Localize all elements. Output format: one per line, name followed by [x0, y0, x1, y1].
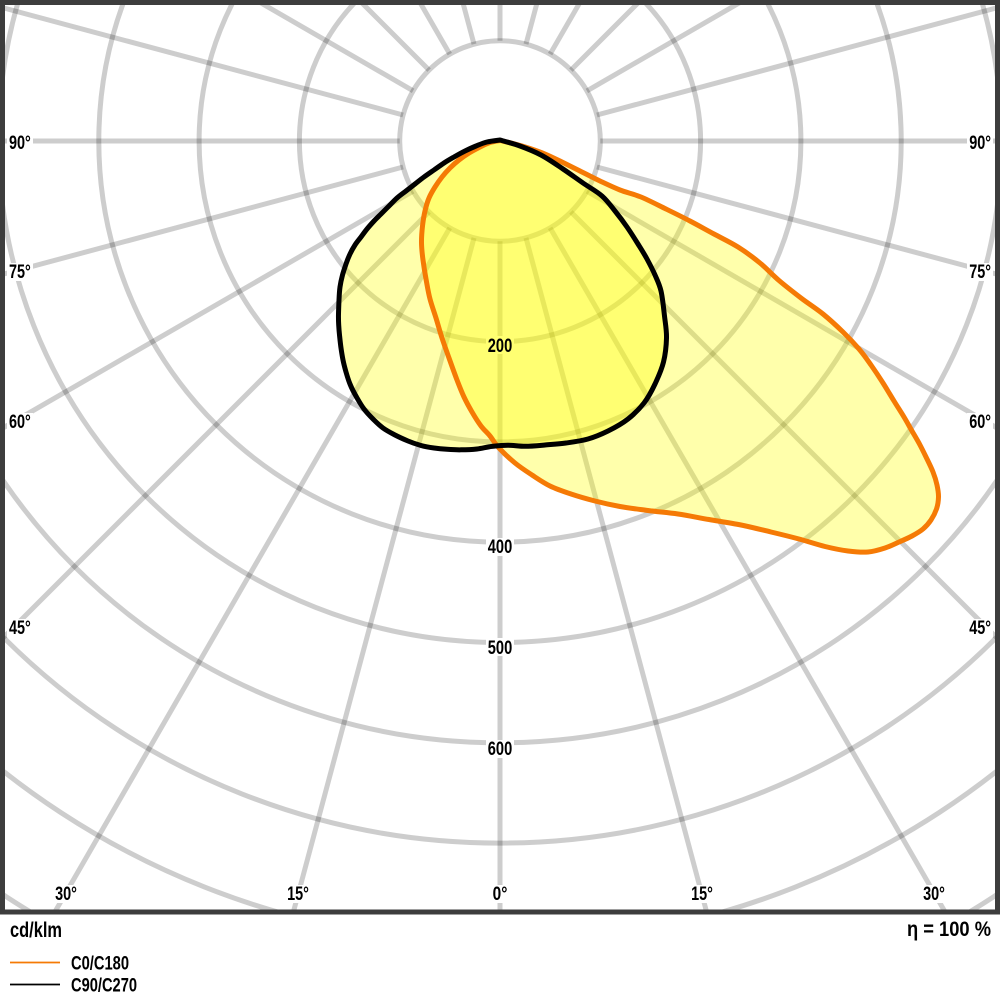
svg-text:200: 200: [488, 336, 512, 357]
svg-text:400: 400: [488, 537, 512, 558]
svg-text:500: 500: [488, 638, 512, 659]
svg-text:45°: 45°: [969, 618, 991, 639]
svg-text:C90/C270: C90/C270: [71, 976, 137, 997]
svg-text:90°: 90°: [969, 133, 991, 154]
svg-text:cd/klm: cd/klm: [10, 919, 62, 942]
svg-text:30°: 30°: [55, 884, 77, 905]
svg-text:C0/C180: C0/C180: [71, 954, 129, 975]
svg-text:90°: 90°: [9, 133, 31, 154]
svg-text:15°: 15°: [691, 884, 713, 905]
svg-text:600: 600: [488, 739, 512, 760]
svg-text:45°: 45°: [9, 618, 31, 639]
svg-text:30°: 30°: [923, 884, 945, 905]
svg-text:η = 100 %: η = 100 %: [907, 918, 991, 941]
svg-text:75°: 75°: [969, 262, 991, 283]
svg-text:15°: 15°: [287, 884, 309, 905]
svg-text:60°: 60°: [969, 412, 991, 433]
svg-text:75°: 75°: [9, 262, 31, 283]
svg-text:0°: 0°: [493, 884, 508, 905]
svg-text:60°: 60°: [9, 412, 31, 433]
